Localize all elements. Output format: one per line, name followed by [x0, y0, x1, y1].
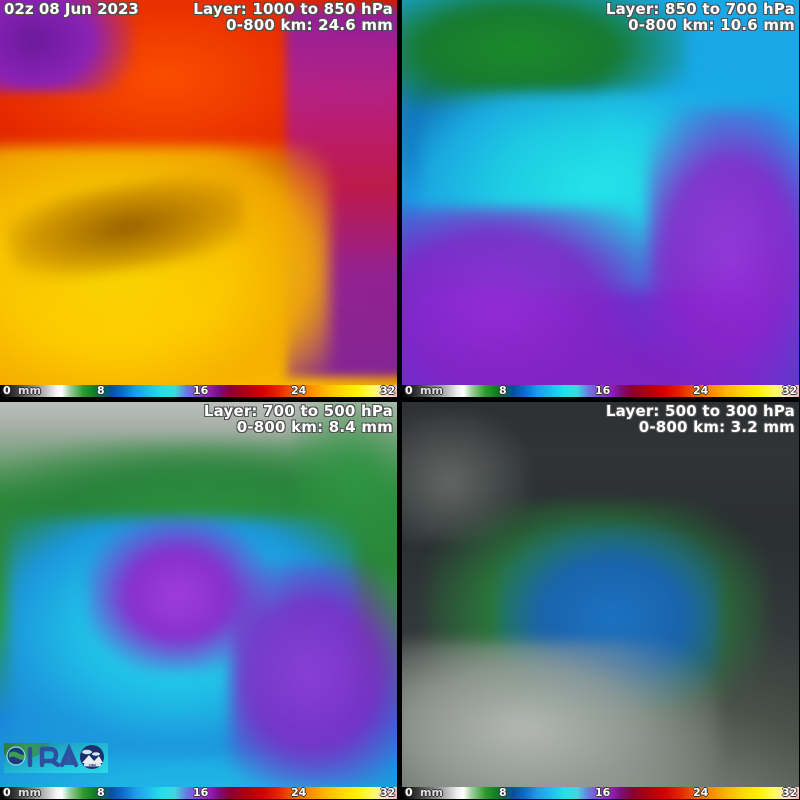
colorbar-units: mm: [18, 384, 41, 397]
colorbar-ticks: 0 mm 8 16 24 32: [402, 786, 799, 799]
colorbar-ticks: 0 mm 8 16 24 32: [0, 786, 397, 799]
colorbar-tick-32: 32: [380, 786, 396, 799]
map-canvas-850-700[interactable]: Layer: 850 to 700 hPa 0-800 km: 10.6 mm: [402, 0, 799, 385]
colorbar-tick-0: 0: [3, 384, 11, 397]
panel-850-700[interactable]: Layer: 850 to 700 hPa 0-800 km: 10.6 mm …: [402, 0, 799, 397]
field-layers: [402, 402, 799, 787]
colorbar-gradient: [0, 787, 397, 799]
colorbar-ticks: 0 mm 8 16 24 32: [0, 384, 397, 397]
colorbar-units: mm: [420, 786, 443, 799]
colorbar-tick-8: 8: [499, 786, 507, 799]
colorbar-850-700[interactable]: 0 mm 8 16 24 32: [402, 384, 799, 397]
colorbar-tick-0: 0: [3, 786, 11, 799]
panel-700-500[interactable]: Layer: 700 to 500 hPa 0-800 km: 8.4 mm: [0, 402, 397, 799]
colorbar-tick-16: 16: [193, 384, 209, 397]
colorbar-ticks: 0 mm 8 16 24 32: [402, 384, 799, 397]
field-layers: [402, 0, 799, 385]
field-layers: [0, 402, 397, 787]
colorbar-units: mm: [420, 384, 443, 397]
colorbar-gradient: [402, 787, 799, 799]
colorbar-tick-24: 24: [693, 384, 709, 397]
colorbar-tick-8: 8: [97, 786, 105, 799]
map-canvas-1000-850[interactable]: 02z 08 Jun 2023 Layer: 1000 to 850 hPa 0…: [0, 0, 397, 385]
panel-divider-horizontal: [0, 397, 800, 402]
map-canvas-700-500[interactable]: Layer: 700 to 500 hPa 0-800 km: 8.4 mm: [0, 402, 397, 787]
colorbar-tick-24: 24: [291, 384, 307, 397]
colorbar-tick-0: 0: [405, 786, 413, 799]
colorbar-tick-16: 16: [595, 786, 611, 799]
colorbar-gradient: [0, 385, 397, 397]
colorbar-tick-8: 8: [499, 384, 507, 397]
colorbar-700-500[interactable]: 0 mm 8 16 24 32: [0, 786, 397, 799]
colorbar-units: mm: [18, 786, 41, 799]
colorbar-500-300[interactable]: 0 mm 8 16 24 32: [402, 786, 799, 799]
colorbar-gradient: [402, 385, 799, 397]
panel-500-300[interactable]: Layer: 500 to 300 hPa 0-800 km: 3.2 mm 0…: [402, 402, 799, 799]
map-canvas-500-300[interactable]: Layer: 500 to 300 hPa 0-800 km: 3.2 mm: [402, 402, 799, 787]
colorbar-tick-24: 24: [693, 786, 709, 799]
colorbar-tick-32: 32: [380, 384, 396, 397]
colorbar-tick-16: 16: [595, 384, 611, 397]
colorbar-1000-850[interactable]: 0 mm 8 16 24 32: [0, 384, 397, 397]
colorbar-tick-0: 0: [405, 384, 413, 397]
colorbar-tick-32: 32: [782, 786, 798, 799]
colorbar-tick-16: 16: [193, 786, 209, 799]
panel-1000-850[interactable]: 02z 08 Jun 2023 Layer: 1000 to 850 hPa 0…: [0, 0, 397, 397]
colorbar-tick-24: 24: [291, 786, 307, 799]
colorbar-tick-8: 8: [97, 384, 105, 397]
field-layers: [0, 0, 397, 385]
colorbar-tick-32: 32: [782, 384, 798, 397]
